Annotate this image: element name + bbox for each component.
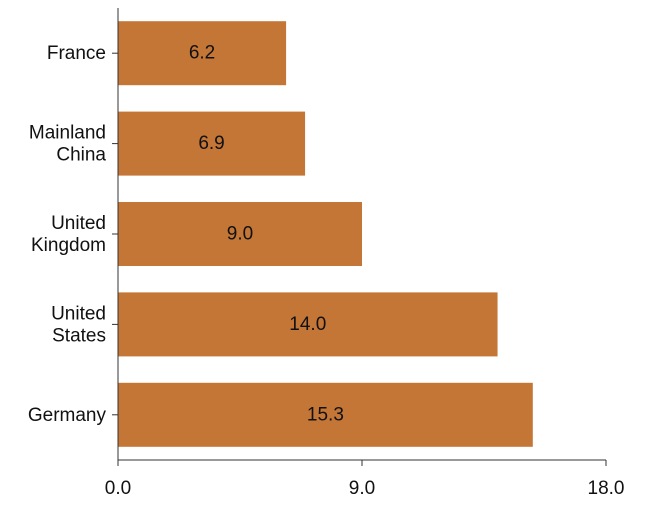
x-tick-label-2: 18.0 [588, 478, 625, 499]
y-tick-label-2: United Kingdom [31, 213, 106, 256]
y-tick-label-line: United [51, 213, 106, 234]
y-tick-label-line: China [56, 144, 106, 165]
bar-value-label-1: 6.9 [198, 133, 224, 154]
y-tick-label-3: United States [51, 303, 106, 346]
bar-3 [118, 292, 498, 357]
y-tick-label-0: France [47, 43, 106, 64]
bar-2 [118, 202, 362, 266]
y-tick-label-line: France [47, 43, 106, 64]
y-tick-label-4: Germany [28, 404, 107, 425]
bar-value-label-0: 6.2 [189, 43, 215, 64]
x-axis: 0.0 9.0 18.0 [105, 459, 625, 499]
y-tick-label-line: Mainland [29, 122, 106, 143]
x-tick-label-0: 0.0 [105, 478, 131, 499]
bar-value-label-4: 15.3 [307, 404, 344, 425]
y-tick-label-line: Kingdom [31, 235, 106, 256]
bar-4 [118, 382, 533, 447]
y-tick-label-line: United [51, 303, 106, 324]
bar-0 [118, 21, 287, 86]
y-tick-label-line: States [52, 325, 106, 346]
bar-value-label-2: 9.0 [227, 224, 253, 245]
x-tick-label-1: 9.0 [349, 478, 375, 499]
bar-value-label-3: 14.0 [289, 314, 326, 335]
y-tick-label-line: Germany [28, 404, 107, 425]
bars-group: 6.2 6.9 9.0 14.0 15.3 [118, 21, 533, 447]
bar-1 [118, 111, 306, 176]
y-tick-label-1: Mainland China [29, 122, 107, 165]
